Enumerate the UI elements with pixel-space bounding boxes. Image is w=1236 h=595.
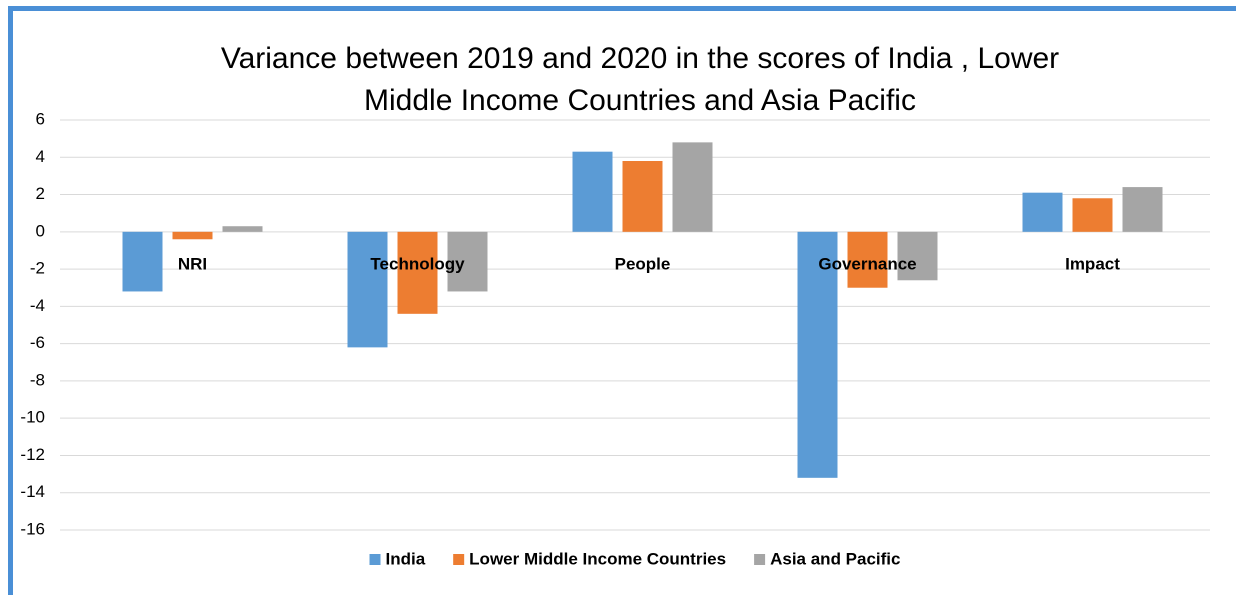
y-tick-label: -12 xyxy=(20,445,45,464)
y-tick-label: -16 xyxy=(20,519,45,538)
bar xyxy=(1072,198,1113,232)
bar xyxy=(797,231,838,478)
y-tick-label: 2 xyxy=(36,184,45,203)
bar xyxy=(122,231,163,292)
bar xyxy=(397,231,438,314)
frame-top xyxy=(8,6,1236,11)
y-tick-label: 0 xyxy=(36,221,45,240)
bar xyxy=(622,161,663,232)
y-tick-label: 4 xyxy=(36,147,45,166)
y-tick-label: -6 xyxy=(30,333,45,352)
y-tick-label: -2 xyxy=(30,259,45,278)
chart-title: Variance between 2019 and 2020 in the sc… xyxy=(221,42,1059,117)
legend-swatch xyxy=(369,554,381,565)
x-tick-label: Impact xyxy=(1065,254,1120,273)
bar xyxy=(672,142,713,232)
bar xyxy=(1122,187,1163,232)
y-tick-label: 6 xyxy=(36,109,45,128)
x-tick-label: NRI xyxy=(178,254,207,273)
bar xyxy=(1022,192,1063,232)
title-line: Variance between 2019 and 2020 in the sc… xyxy=(221,42,1059,75)
frame-left xyxy=(8,6,13,595)
x-tick-label: Governance xyxy=(818,254,916,273)
legend-label: Lower Middle Income Countries xyxy=(469,549,726,568)
legend-swatch xyxy=(754,554,766,565)
legend-label: India xyxy=(386,549,426,568)
bar xyxy=(897,231,938,281)
bar xyxy=(572,151,613,232)
bar xyxy=(847,231,888,288)
y-tick-label: -10 xyxy=(20,408,45,427)
x-tick-label: Technology xyxy=(370,254,465,273)
bar xyxy=(222,226,263,232)
legend-label: Asia and Pacific xyxy=(770,549,900,568)
x-tick-label: People xyxy=(615,254,671,273)
bar xyxy=(447,231,488,292)
bar xyxy=(172,231,213,240)
bar xyxy=(347,231,388,348)
y-tick-label: -14 xyxy=(20,482,45,501)
y-tick-label: -8 xyxy=(30,370,45,389)
legend-swatch xyxy=(453,554,465,565)
y-tick-label: -4 xyxy=(30,296,45,315)
title-line: Middle Income Countries and Asia Pacific xyxy=(364,84,916,117)
